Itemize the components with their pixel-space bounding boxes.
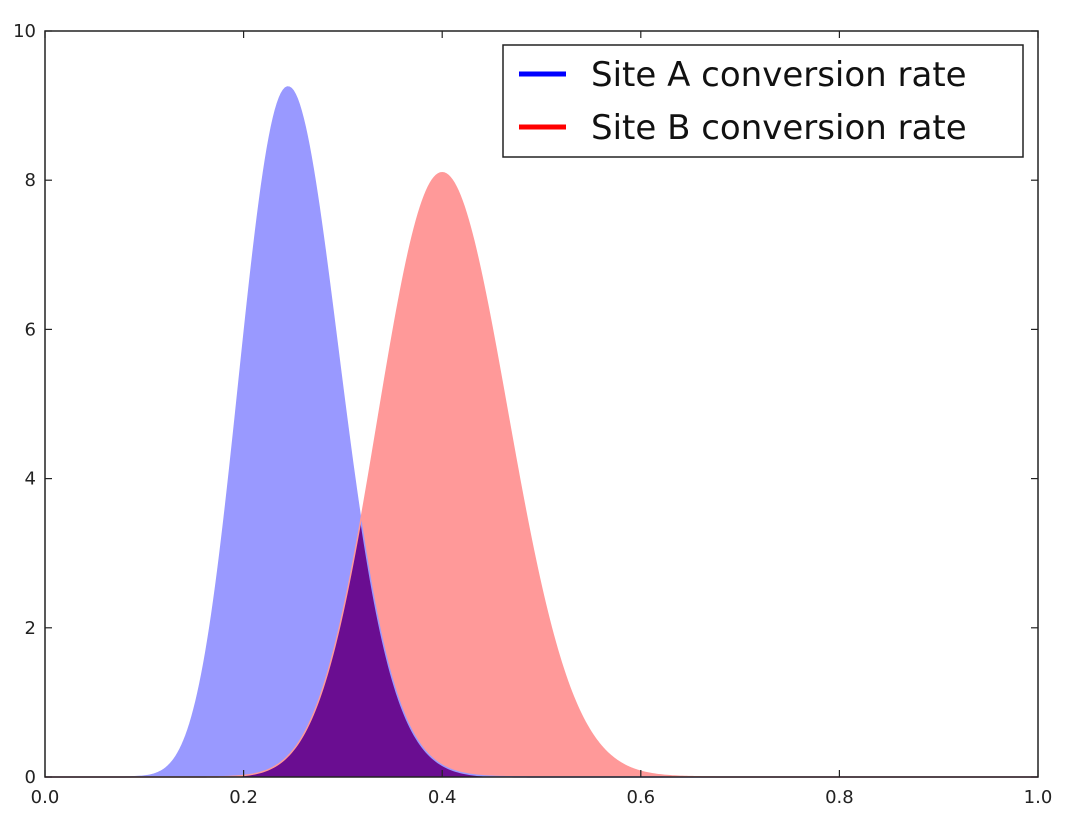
density-fill-site-a — [45, 87, 1038, 777]
y-tick-label: 10 — [13, 21, 36, 42]
x-tick-label: 0.0 — [31, 787, 60, 808]
density-fill-site-b — [45, 172, 1038, 778]
axes-frame — [44, 30, 1039, 778]
legend: Site A conversion rate Site B conversion… — [502, 44, 1024, 158]
legend-label-site-b: Site B conversion rate — [591, 108, 967, 148]
x-axis-ticks: 0.0 0.2 0.4 0.6 0.8 1.0 — [31, 31, 1053, 808]
x-tick-label: 0.4 — [428, 787, 457, 808]
legend-box — [502, 44, 1024, 158]
x-tick-label: 0.6 — [626, 787, 655, 808]
y-tick-label: 2 — [25, 618, 36, 639]
y-tick-label: 6 — [25, 319, 36, 340]
y-tick-label: 8 — [25, 170, 36, 191]
x-tick-label: 0.2 — [229, 787, 258, 808]
density-fills — [45, 87, 1038, 778]
x-tick-label: 0.8 — [825, 787, 854, 808]
y-axis-ticks: 0 2 4 6 8 10 — [13, 21, 1038, 788]
legend-label-site-a: Site A conversion rate — [591, 55, 967, 95]
y-tick-label: 0 — [25, 767, 36, 788]
y-tick-label: 4 — [25, 469, 36, 490]
x-tick-label: 1.0 — [1024, 787, 1053, 808]
